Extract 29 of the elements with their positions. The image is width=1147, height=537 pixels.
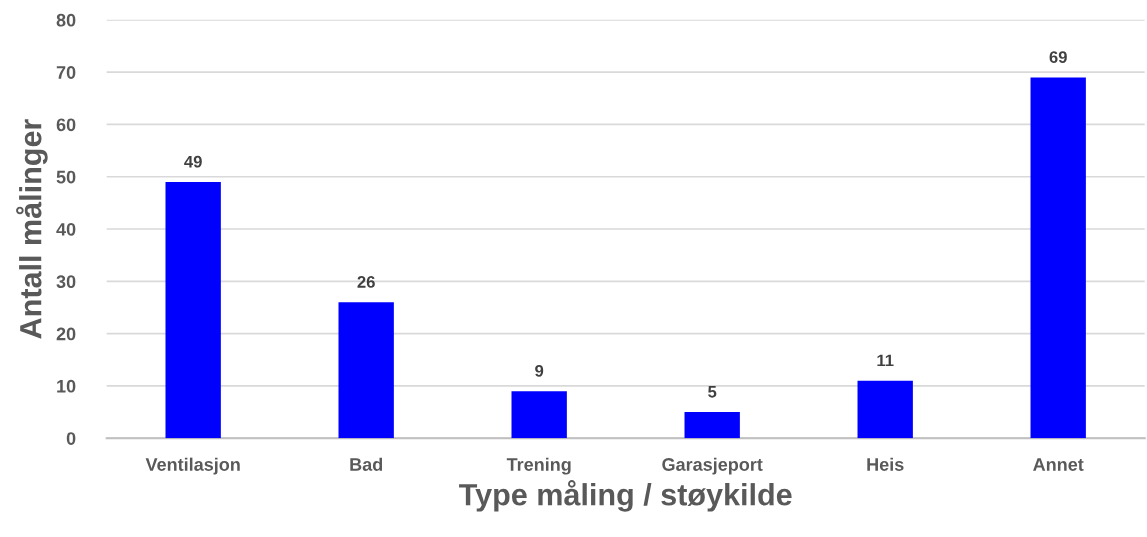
y-tick-label: 40 — [56, 222, 76, 236]
bar — [1030, 77, 1086, 439]
x-tick-label: Trening — [506, 457, 571, 475]
x-tick-label: Ventilasjon — [145, 457, 240, 475]
x-tick-label: Bad — [350, 457, 383, 471]
bar — [684, 412, 740, 439]
bar — [165, 181, 221, 439]
data-label: 11 — [877, 354, 894, 367]
data-label: 69 — [1049, 51, 1067, 63]
y-tick-label: 80 — [56, 13, 76, 27]
y-tick-label: 60 — [56, 118, 76, 132]
x-tick-label: Garasjeport — [662, 457, 763, 475]
y-tick-label: 70 — [56, 66, 76, 79]
data-label: 26 — [357, 276, 375, 288]
x-axis-title: Type måling / støykilde — [459, 480, 792, 512]
x-tick-label: Heis — [867, 457, 904, 471]
y-tick-label: 30 — [56, 275, 76, 289]
bar — [857, 380, 913, 439]
y-tick-label: 0 — [66, 432, 76, 445]
data-label: 5 — [708, 386, 717, 398]
y-axis-title: Antall målinger — [16, 119, 48, 339]
y-tick-label: 10 — [57, 379, 76, 393]
bar — [511, 391, 567, 439]
data-label: 49 — [184, 155, 202, 168]
y-tick-label: 50 — [56, 170, 76, 184]
bar — [338, 302, 394, 439]
x-tick-label: Annet — [1033, 458, 1084, 471]
data-label: 9 — [535, 364, 544, 377]
y-tick-label: 20 — [56, 327, 76, 341]
